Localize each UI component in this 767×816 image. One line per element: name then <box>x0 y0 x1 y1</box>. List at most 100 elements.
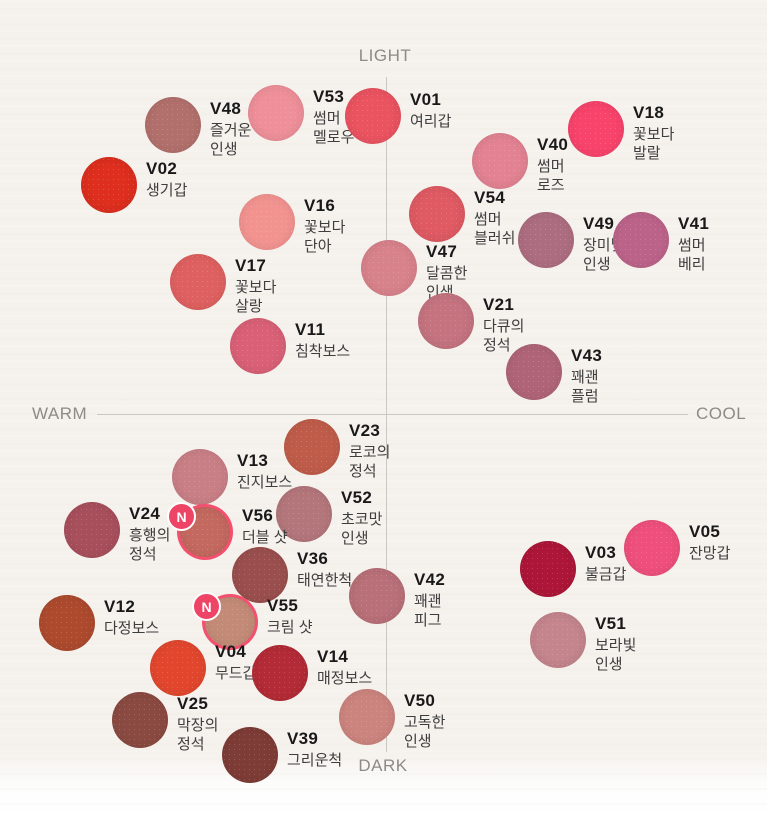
shade-code: V36 <box>297 549 329 568</box>
new-badge: N <box>167 502 196 531</box>
shade-swatch[interactable] <box>518 212 574 268</box>
shade-code: V41 <box>678 214 710 233</box>
shade-swatch[interactable] <box>112 692 168 748</box>
shade-label: V04 무드갑 <box>215 642 310 683</box>
shade-label: V48 즐거운 인생 <box>210 99 305 159</box>
shade-label: V21 다큐의 정석 <box>483 295 578 355</box>
shade-code: V12 <box>104 597 136 616</box>
shade-label: V41 썸머 베리 <box>678 214 767 274</box>
shade-point-v39[interactable]: V39 그리운척 <box>222 727 342 783</box>
shade-swatch[interactable] <box>613 212 669 268</box>
shade-point-v24[interactable]: V24 흥행의 정석 <box>64 502 170 563</box>
shade-point-v03[interactable]: V03 불금갑 <box>520 541 626 597</box>
shade-label: V42 꽤괜 피그 <box>414 570 509 630</box>
shade-point-v16[interactable]: V16 꽃보다 단아 <box>239 194 345 255</box>
shade-swatch[interactable] <box>150 640 206 696</box>
shade-point-v21[interactable]: V21 다큐의 정석 <box>418 293 524 354</box>
shade-name: 다큐의 정석 <box>483 318 525 354</box>
shade-code: V18 <box>633 103 665 122</box>
shade-swatch[interactable] <box>39 595 95 651</box>
shade-point-v18[interactable]: V18 꽃보다 발랄 <box>568 101 674 162</box>
shade-point-v12[interactable]: V12 다정보스 <box>39 595 159 651</box>
shade-code: V47 <box>426 242 458 261</box>
shade-swatch[interactable] <box>276 486 332 542</box>
shade-swatch[interactable] <box>624 520 680 576</box>
shade-point-v50[interactable]: V50 고독한 인생 <box>339 689 445 750</box>
shade-code: V50 <box>404 691 436 710</box>
shade-code: V03 <box>585 543 617 562</box>
shade-label: V55 크림 샷 <box>267 596 362 637</box>
shade-swatch[interactable] <box>530 612 586 668</box>
shade-swatch[interactable] <box>145 97 201 153</box>
shade-point-v53[interactable]: V53 썸머 멜로우 <box>248 85 354 146</box>
shade-name: 꽃보다 발랄 <box>633 126 675 162</box>
shade-swatch[interactable] <box>170 254 226 310</box>
shade-point-v56[interactable]: N V56 더블 샷 <box>167 502 288 560</box>
shade-point-v51[interactable]: V51 보라빛 인생 <box>530 612 636 673</box>
shade-code: V53 <box>313 87 345 106</box>
shade-point-v02[interactable]: V02 생기갑 <box>81 157 187 213</box>
shade-point-v01[interactable]: V01 여리갑 <box>345 88 451 144</box>
axis-label-cool: COOL <box>696 404 747 423</box>
shade-point-v17[interactable]: V17 꽃보다 살랑 <box>170 254 276 315</box>
shade-point-v52[interactable]: V52 초코맛 인생 <box>276 486 382 547</box>
shade-point-v40[interactable]: V40 썸머 로즈 <box>472 133 568 194</box>
shade-point-v05[interactable]: V05 잔망갑 <box>624 520 730 576</box>
shade-swatch[interactable] <box>506 344 562 400</box>
shade-swatch[interactable] <box>180 507 230 557</box>
shade-name: 고독한 인생 <box>404 714 446 750</box>
shade-point-v55[interactable]: N V55 크림 샷 <box>192 592 313 650</box>
shade-point-v42[interactable]: V42 꽤괜 피그 <box>349 568 445 629</box>
shade-point-v14[interactable]: V14 매정보스 <box>252 645 372 701</box>
shade-swatch[interactable] <box>361 240 417 296</box>
shade-point-v54[interactable]: V54 썸머 블러쉬 <box>409 186 515 247</box>
shade-swatch[interactable] <box>349 568 405 624</box>
shade-point-v04[interactable]: V04 무드갑 <box>150 640 256 696</box>
shade-swatch[interactable] <box>222 727 278 783</box>
shade-name: 침착보스 <box>295 343 351 360</box>
shade-point-v13[interactable]: V13 진지보스 <box>172 449 292 505</box>
shade-swatch[interactable] <box>232 547 288 603</box>
shade-name: 그리운척 <box>287 752 343 769</box>
shade-swatch[interactable] <box>252 645 308 701</box>
shade-code: V04 <box>215 642 247 661</box>
shade-swatch[interactable] <box>339 689 395 745</box>
axis-label-warm: WARM <box>32 404 88 423</box>
shade-swatch[interactable] <box>409 186 465 242</box>
shade-code: V39 <box>287 729 319 748</box>
shade-swatch[interactable] <box>568 101 624 157</box>
shade-code: V54 <box>474 188 506 207</box>
shade-point-v49[interactable]: V49 장미빛 인생 <box>518 212 624 273</box>
shade-point-v43[interactable]: V43 꽤괜 플럼 <box>506 344 602 405</box>
shade-point-v48[interactable]: V48 즐거운 인생 <box>145 97 251 158</box>
shade-point-v11[interactable]: V11 침착보스 <box>230 318 350 374</box>
shade-swatch[interactable] <box>172 449 228 505</box>
shade-point-v25[interactable]: V25 막장의 정석 <box>112 692 218 753</box>
shade-swatch[interactable] <box>345 88 401 144</box>
shade-swatch[interactable] <box>81 157 137 213</box>
axis-label-light: LIGHT <box>358 46 412 65</box>
shade-swatch[interactable] <box>472 133 528 189</box>
shade-name: 꽤괜 피그 <box>414 593 442 629</box>
shade-swatch[interactable] <box>239 194 295 250</box>
shade-swatch[interactable] <box>520 541 576 597</box>
shade-name: 썸머 멜로우 <box>313 110 355 146</box>
shade-swatch[interactable] <box>284 419 340 475</box>
shade-code: V40 <box>537 135 569 154</box>
shade-label: V02 생기갑 <box>146 159 241 200</box>
shade-point-v36[interactable]: V36 태연한척 <box>232 547 352 603</box>
shade-label: V40 썸머 로즈 <box>537 135 632 195</box>
shade-swatch[interactable] <box>64 502 120 558</box>
shade-code: V56 <box>242 506 274 525</box>
shade-label: V01 여리갑 <box>410 90 505 131</box>
shade-label: V17 꽃보다 살랑 <box>235 256 330 316</box>
shade-point-v23[interactable]: V23 로코의 정석 <box>284 419 390 480</box>
shade-swatch[interactable] <box>248 85 304 141</box>
shade-swatch[interactable] <box>230 318 286 374</box>
shade-point-v41[interactable]: V41 썸머 베리 <box>613 212 709 273</box>
shade-label: V36 태연한척 <box>297 549 392 590</box>
shade-swatch[interactable] <box>418 293 474 349</box>
shade-label: V43 꽤괜 플럼 <box>571 346 666 406</box>
shade-label: V05 잔망갑 <box>689 522 767 563</box>
